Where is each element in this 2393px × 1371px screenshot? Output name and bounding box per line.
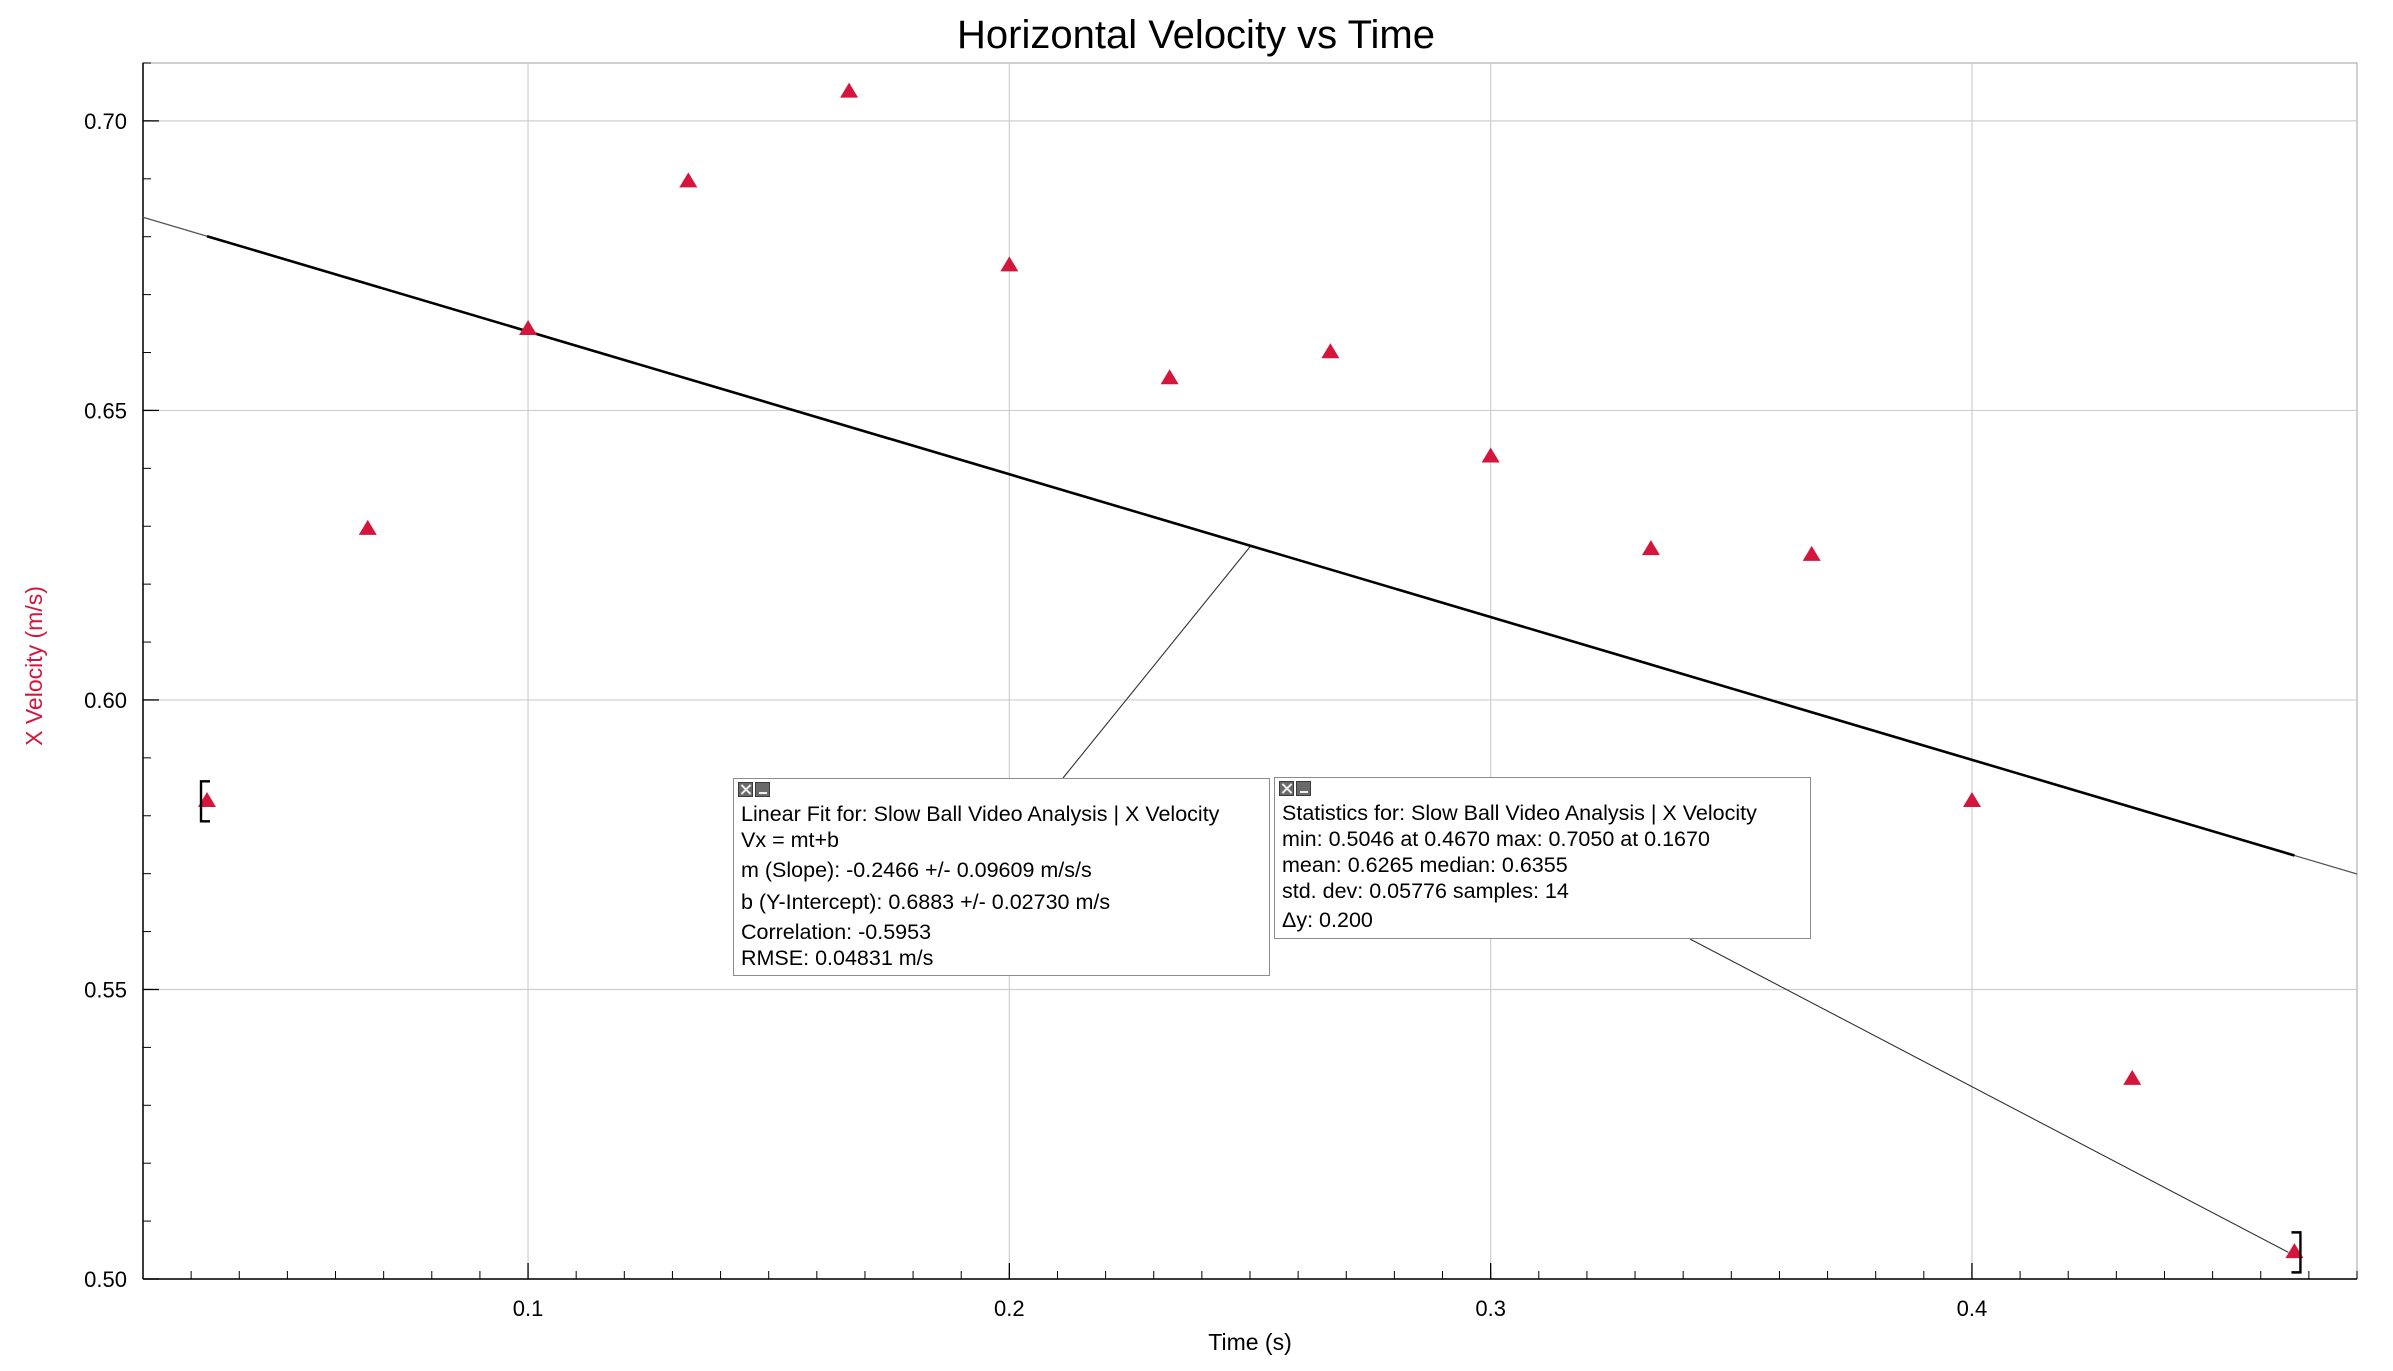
y-tick-label: 0.50 [84,1267,127,1292]
close-icon[interactable] [738,782,753,797]
annotation-leaders [1062,545,2289,1253]
statistics-line: Statistics for: Slow Ball Video Analysis… [1282,801,1757,825]
linear-fit-line[interactable] [206,234,2295,857]
region-end-bracket[interactable] [2291,1231,2302,1274]
minimize-icon[interactable] [755,782,770,797]
data-point[interactable] [358,519,377,535]
data-point[interactable] [519,320,538,336]
statistics-annotation[interactable]: Statistics for: Slow Ball Video Analysis… [1274,777,1811,939]
linear-fit-annotation[interactable]: Linear Fit for: Slow Ball Video Analysis… [733,778,1270,976]
x-tick-label: 0.2 [994,1296,1025,1321]
linear-fit-line: m (Slope): -0.2466 +/- 0.09609 m/s/s [741,858,1092,882]
axes [142,62,2358,1280]
linear-fit-leader-line [1062,545,1252,779]
y-tick-label: 0.60 [84,688,127,713]
data-point[interactable] [1641,540,1660,556]
statistics-line: std. dev: 0.05776 samples: 14 [1282,879,1569,903]
data-point[interactable] [2285,1243,2304,1259]
data-points[interactable] [198,82,2304,1259]
data-point[interactable] [840,82,859,98]
grid-lines [142,62,2358,1280]
linear-fit-line: RMSE: 0.04831 m/s [741,946,934,970]
x-tick-label: 0.4 [1957,1296,1988,1321]
linear-fit-line: b (Y-Intercept): 0.6883 +/- 0.02730 m/s [741,890,1111,914]
data-point[interactable] [679,172,698,188]
close-icon[interactable] [1279,781,1294,796]
minimize-icon[interactable] [1296,781,1311,796]
linear-fit-line: Vx = mt+b [741,828,839,852]
x-tick-label: 0.3 [1475,1296,1506,1321]
data-point[interactable] [1160,369,1179,385]
x-axis-label: Time (s) [1208,1329,1291,1355]
linear-fit-line: Linear Fit for: Slow Ball Video Analysis… [741,802,1220,826]
fit-line-layer [142,216,2358,875]
linear-fit-line: Correlation: -0.5953 [741,920,932,944]
data-point[interactable] [198,791,217,807]
plot-border [142,62,2358,1280]
x-tick-label: 0.1 [513,1296,544,1321]
statistics-line: mean: 0.6265 median: 0.6355 [1282,853,1568,877]
data-point[interactable] [2123,1069,2142,1085]
statistics-leader-line [1689,938,2289,1253]
region-start-bracket[interactable] [199,780,211,823]
data-point[interactable] [1481,447,1500,463]
statistics-line: Δy: 0.200 [1282,908,1373,932]
statistics-line: min: 0.5046 at 0.4670 max: 0.7050 at 0.1… [1282,827,1710,851]
data-point[interactable] [1962,791,1981,807]
data-point[interactable] [1321,343,1340,359]
y-tick-label: 0.70 [84,109,127,134]
chart-title: Horizontal Velocity vs Time [957,13,1435,57]
data-point[interactable] [1000,256,1019,272]
y-axis-label: X Velocity (m/s) [21,586,47,746]
tick-labels: 0.1 0.2 0.3 0.4 0.50 0.55 0.60 0.65 0.70 [84,109,1987,1321]
y-tick-label: 0.55 [84,977,127,1002]
data-point[interactable] [1802,545,1821,561]
y-tick-label: 0.65 [84,398,127,423]
region-brackets[interactable] [199,780,2302,1274]
